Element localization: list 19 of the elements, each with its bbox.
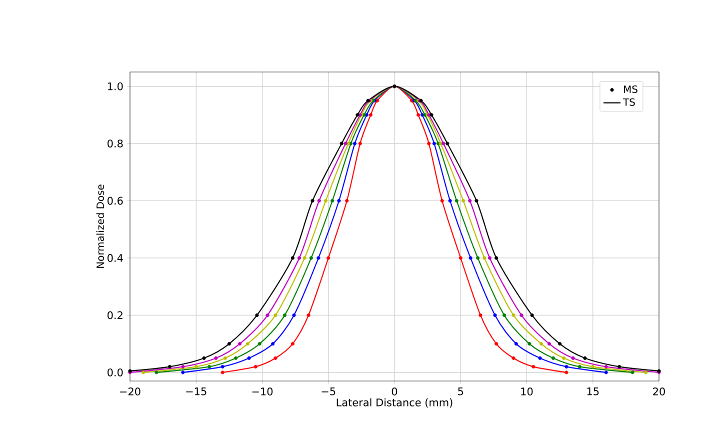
x-axis-title: Lateral Distance (mm)	[336, 398, 452, 408]
y-tick-label: 0.2	[108, 311, 122, 320]
x-tick-label: 15	[587, 388, 599, 396]
x-tick-label: −5	[322, 388, 336, 396]
y-axis-title: Normalized Dose	[96, 184, 104, 268]
legend-label: MS	[624, 85, 638, 93]
legend-label: TS	[623, 98, 635, 106]
x-tick-label: −15	[186, 388, 206, 396]
y-tick-label: 0.4	[108, 254, 123, 262]
x-tick-label: −10	[252, 388, 273, 396]
y-tick-label: 1.0	[108, 82, 123, 90]
x-tick-label: −20	[120, 388, 140, 396]
y-tick-label: 0.6	[108, 196, 123, 205]
y-tick-label: 0.8	[108, 140, 123, 148]
x-tick-label: 20	[653, 388, 665, 396]
x-tick-label: 0	[392, 388, 398, 396]
y-tick-label: 0.0	[108, 368, 123, 376]
x-tick-label: 5	[458, 388, 464, 396]
x-tick-label: 10	[521, 388, 533, 396]
